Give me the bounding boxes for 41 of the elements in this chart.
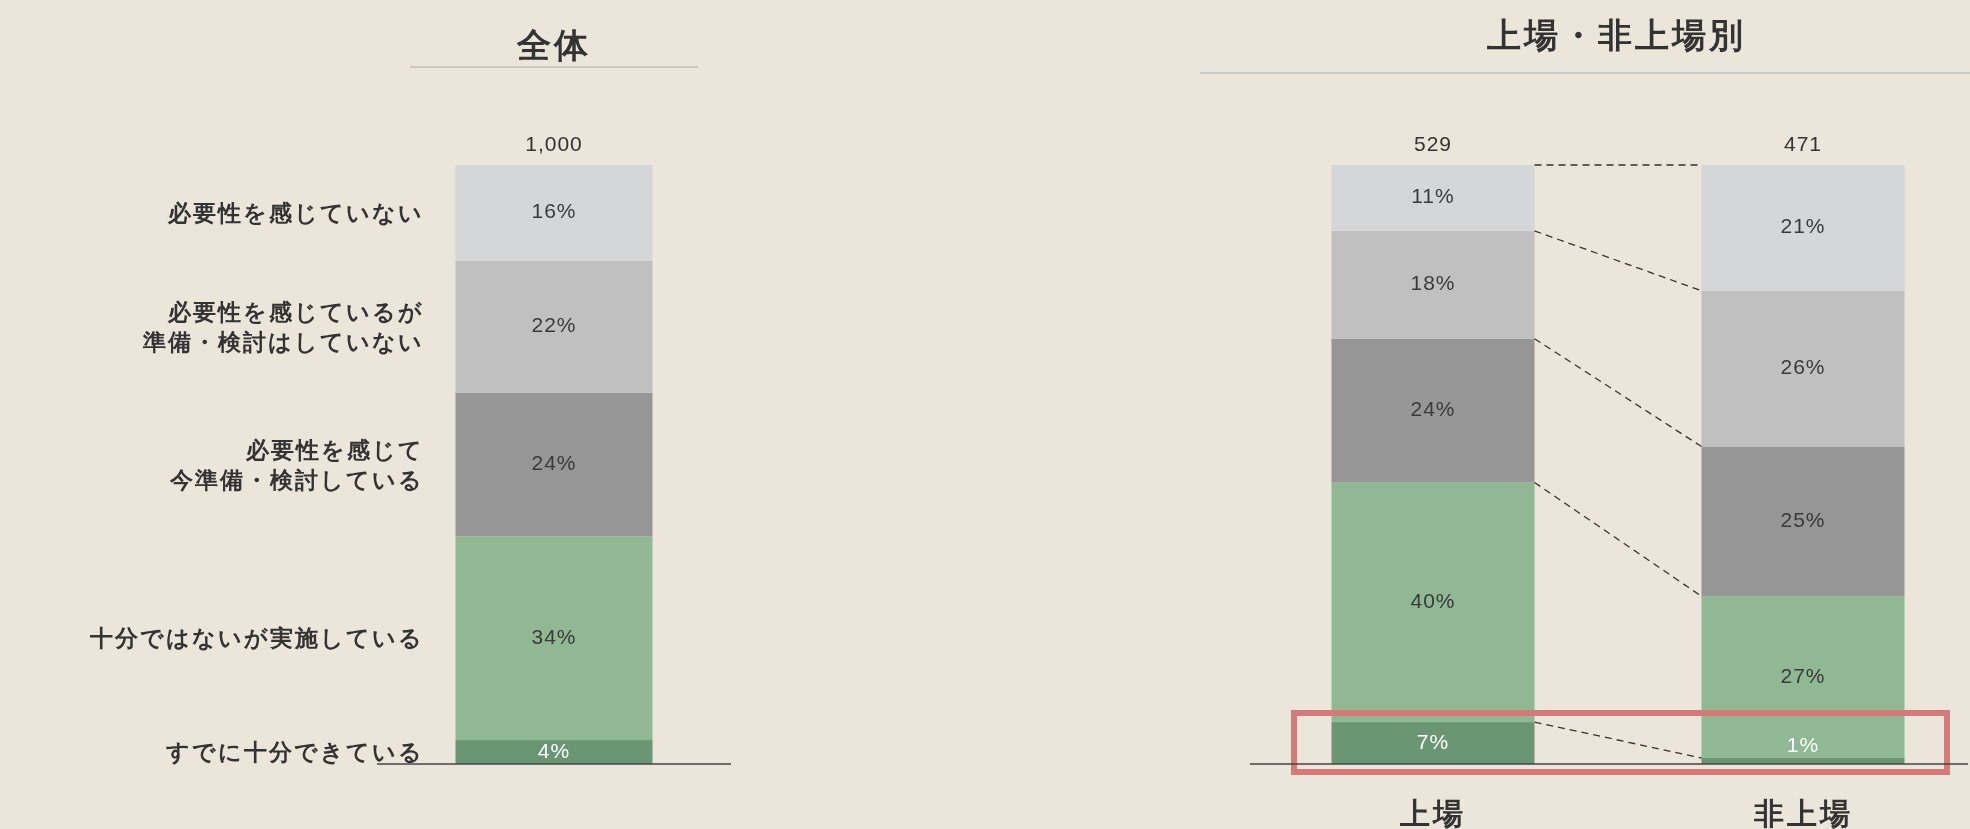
data-label: 25% <box>1780 507 1826 531</box>
text: 529 <box>1413 131 1453 155</box>
chart-title: 全体 <box>516 25 591 64</box>
data-label: 40% <box>1410 588 1456 612</box>
series-label: 十分ではないが実施している <box>88 625 424 652</box>
bar <box>1331 165 1535 231</box>
data-label: 34% <box>531 624 577 648</box>
x-tick-label: 非上場 <box>1752 796 1853 829</box>
series-label: 必要性を感じていない <box>166 199 424 226</box>
data-label: 24% <box>531 451 577 475</box>
bar <box>1701 165 1905 291</box>
bar <box>1331 722 1535 764</box>
data-label: 24% <box>1410 397 1456 421</box>
chart-title: 上場・非上場別 <box>1485 15 1746 54</box>
bar <box>455 260 653 393</box>
text: 1,000 <box>525 131 583 155</box>
data-label: 4% <box>537 738 571 762</box>
bar <box>1701 446 1905 597</box>
data-label: 27% <box>1780 663 1826 687</box>
data-label: 21% <box>1780 214 1826 238</box>
data-label: 7% <box>1416 729 1450 753</box>
x-tick-label: 上場 <box>1399 796 1466 829</box>
data-label: 1% <box>1786 732 1820 756</box>
bar <box>455 740 653 764</box>
text: 471 <box>1783 131 1823 155</box>
bar <box>455 165 653 261</box>
series-label: すでに十分できている <box>164 739 424 766</box>
data-label: 18% <box>1410 271 1456 295</box>
data-label: 11% <box>1411 184 1455 208</box>
series-label: 必要性を感じて今準備・検討している <box>168 436 424 493</box>
bar <box>1701 596 1905 759</box>
data-label: 26% <box>1780 355 1826 379</box>
data-label: 16% <box>531 199 577 223</box>
bar <box>1331 338 1535 483</box>
bar <box>455 392 653 537</box>
bar <box>1331 230 1535 339</box>
bar <box>455 536 653 741</box>
series-label: 必要性を感じているが準備・検討はしていない <box>141 298 424 355</box>
data-label: 22% <box>531 313 577 337</box>
bar <box>1331 482 1535 723</box>
bar <box>1701 290 1905 447</box>
